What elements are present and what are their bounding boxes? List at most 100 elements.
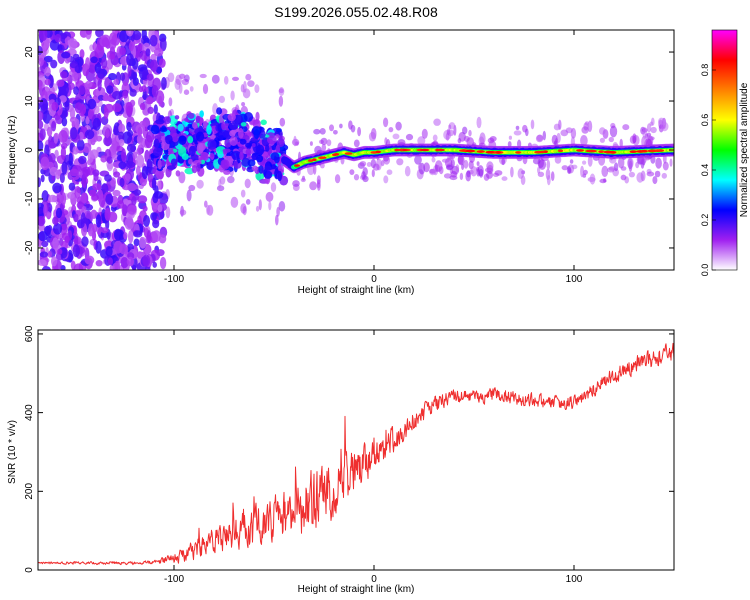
spectral-blob	[224, 138, 231, 148]
snr-x-label: Height of straight line (km)	[298, 584, 415, 595]
spectral-blob	[371, 169, 375, 178]
spectral-blob	[642, 127, 648, 139]
spectral-blob	[162, 116, 172, 125]
spectral-blob	[158, 95, 163, 107]
colorbar-tick-label: 0.4	[700, 164, 710, 177]
spectral-blob	[223, 75, 229, 85]
spectral-blob	[477, 165, 484, 177]
spectral-blob	[329, 124, 334, 132]
spectral-blob	[109, 32, 118, 45]
spectral-blob	[97, 79, 102, 92]
spectral-blob	[245, 73, 252, 81]
spectral-blob	[245, 199, 251, 205]
colorbar-tick-label: 0.2	[700, 214, 710, 227]
spectral-blob	[58, 130, 68, 143]
spectral-blob	[446, 164, 453, 171]
spectral-blob	[136, 154, 145, 168]
spectral-blob	[247, 159, 256, 167]
spectral-blob	[396, 158, 404, 166]
spectral-blob	[368, 131, 377, 142]
spectral-blob	[175, 74, 182, 86]
spectral-blob	[455, 164, 460, 173]
spectral-blob	[300, 177, 306, 183]
spectral-blob	[417, 136, 426, 146]
spectral-blob	[118, 139, 125, 147]
spectral-blob	[522, 124, 528, 133]
spectral-blob	[357, 126, 361, 137]
spectral-blob	[431, 157, 436, 163]
x-tick-label: -100	[164, 574, 184, 585]
spectral-blob	[52, 223, 63, 235]
spectral-blob	[68, 38, 78, 50]
spectral-blob	[109, 53, 115, 60]
spectral-blob	[126, 143, 137, 153]
snr-panel: -100 0 100 0 200 400 600 Height of straight l…	[7, 325, 675, 595]
spectral-blob	[122, 90, 129, 99]
spectral-blob	[106, 156, 113, 164]
spectral-blob	[274, 134, 280, 139]
spectral-blob	[101, 37, 110, 48]
spectral-blob	[253, 129, 260, 139]
spectral-blob	[566, 166, 572, 174]
spectral-blob	[501, 158, 506, 166]
spectral-blob	[532, 157, 541, 165]
colorbar-tick-label: 0.0	[700, 264, 710, 277]
spectral-blob	[598, 150, 604, 153]
spectral-blob	[462, 126, 468, 135]
spectral-blob	[223, 169, 231, 175]
spectral-blob	[258, 199, 262, 211]
spectral-blob	[78, 155, 87, 165]
spectral-blob	[622, 124, 630, 131]
spectral-blob	[112, 103, 122, 113]
spectral-blob	[186, 189, 192, 202]
spectral-blob	[278, 201, 286, 212]
spectral-blob	[239, 138, 247, 145]
spectral-blob	[158, 132, 165, 137]
spectral-blob	[150, 59, 158, 72]
spectral-blob	[95, 135, 103, 142]
spectral-blob	[441, 158, 450, 163]
spectral-blob	[632, 133, 637, 144]
spectral-blob	[93, 172, 99, 182]
spectral-blob	[334, 174, 341, 184]
spectral-blob	[465, 149, 476, 153]
spectral-blob	[143, 215, 150, 227]
spectral-blob	[131, 196, 137, 206]
spectral-blob	[38, 110, 44, 122]
spectral-blob	[414, 155, 422, 165]
spectral-blob	[195, 115, 200, 124]
spectral-blob	[152, 192, 159, 204]
spectral-blob	[70, 127, 78, 140]
spectral-blob	[515, 125, 520, 130]
spectral-blob	[82, 166, 91, 177]
spectral-blob	[153, 138, 160, 149]
spectral-blob	[652, 176, 658, 185]
spectral-blob	[489, 136, 497, 142]
spectrogram-y-ticks: -20 -10 0 10 20	[24, 46, 674, 255]
spectral-blob	[264, 165, 272, 171]
spectral-blob	[275, 214, 279, 226]
spectral-blob	[539, 150, 546, 154]
spectral-blob	[108, 257, 113, 266]
spectral-blob	[92, 117, 101, 131]
spectral-blob	[232, 76, 239, 81]
spectral-blob	[69, 60, 79, 69]
spectral-blob	[241, 157, 251, 167]
spectral-blob	[127, 153, 134, 167]
spectral-blob	[82, 142, 92, 153]
spectral-blob	[61, 51, 71, 59]
y-tick-label: 200	[24, 483, 35, 500]
spectral-blob	[628, 171, 636, 178]
spectral-blob	[105, 217, 110, 231]
spectral-blob	[108, 211, 118, 223]
y-tick-label: 600	[24, 325, 35, 342]
spectral-blob	[203, 120, 208, 129]
spectral-blob	[145, 97, 154, 105]
spectral-blob	[149, 34, 158, 47]
spectral-blob	[486, 161, 494, 171]
spectral-blob	[126, 256, 135, 267]
spectral-blob	[245, 142, 252, 148]
spectral-blob	[132, 71, 137, 81]
spectral-blob	[40, 174, 45, 183]
spectral-blob	[38, 177, 41, 188]
